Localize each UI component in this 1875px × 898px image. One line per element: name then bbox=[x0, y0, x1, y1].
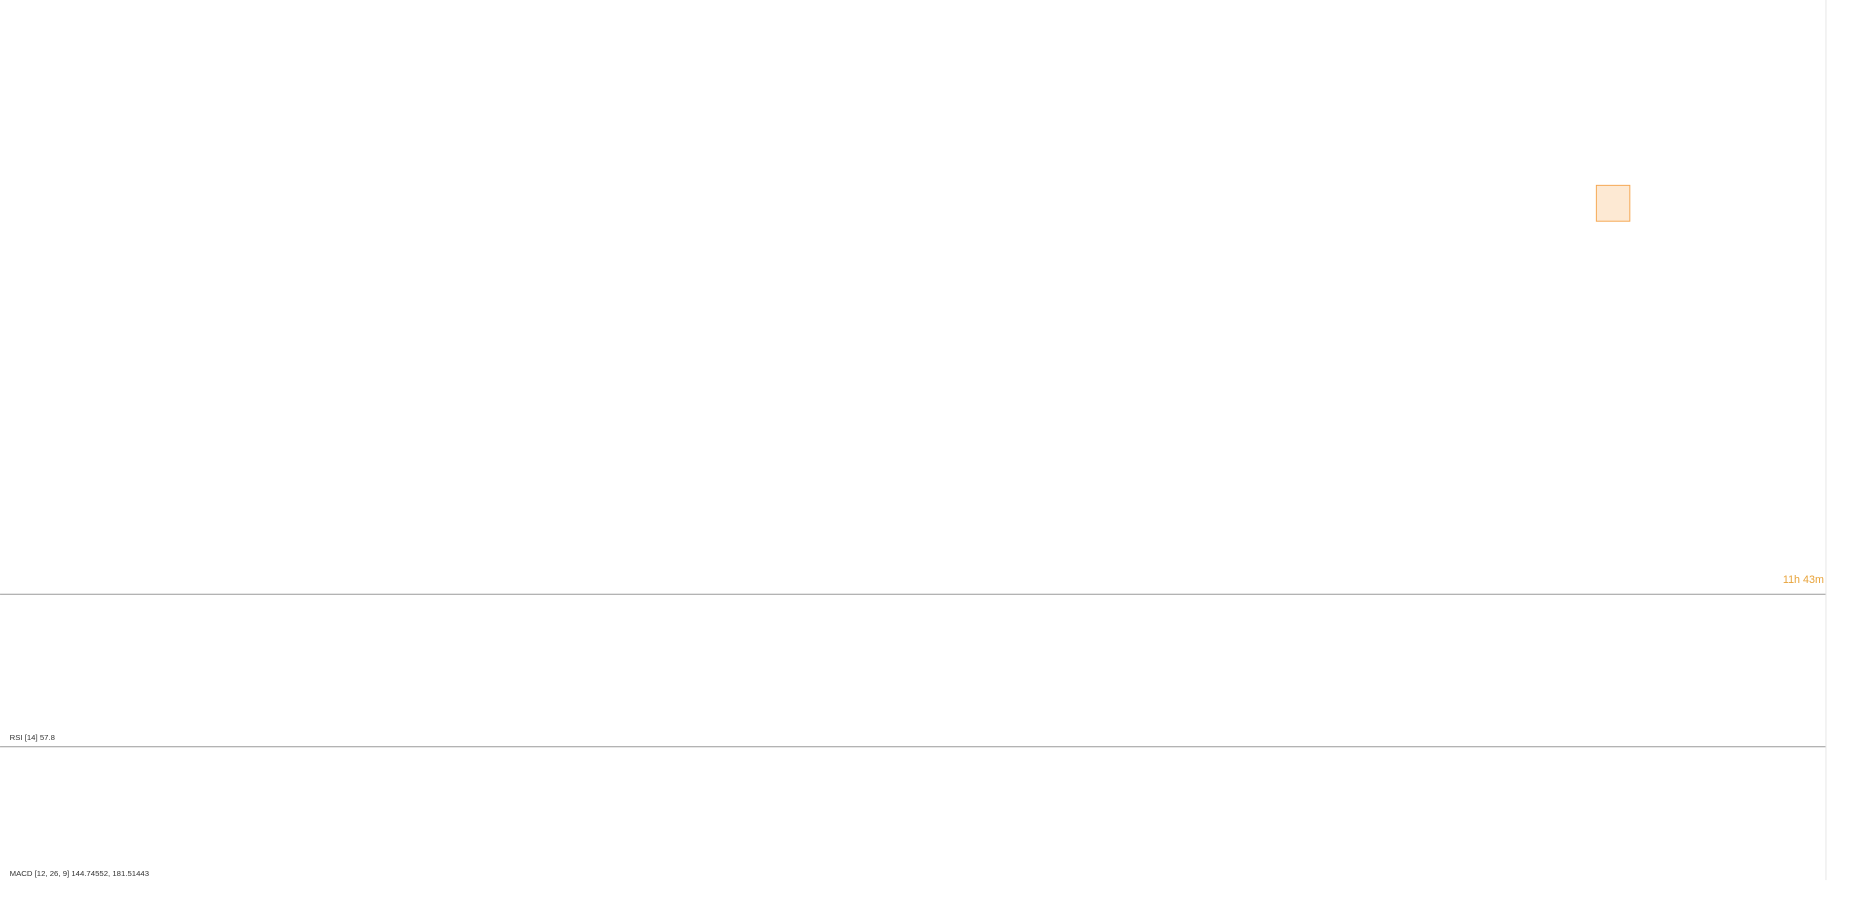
countdown: 11h 43m bbox=[1783, 574, 1824, 586]
rsi-label: RSI [14] 57.8 bbox=[10, 733, 55, 742]
macd-label: MACD [12, 26, 9] 144.74552, 181.51443 bbox=[10, 869, 149, 878]
pending-candle-box bbox=[1595, 184, 1631, 222]
